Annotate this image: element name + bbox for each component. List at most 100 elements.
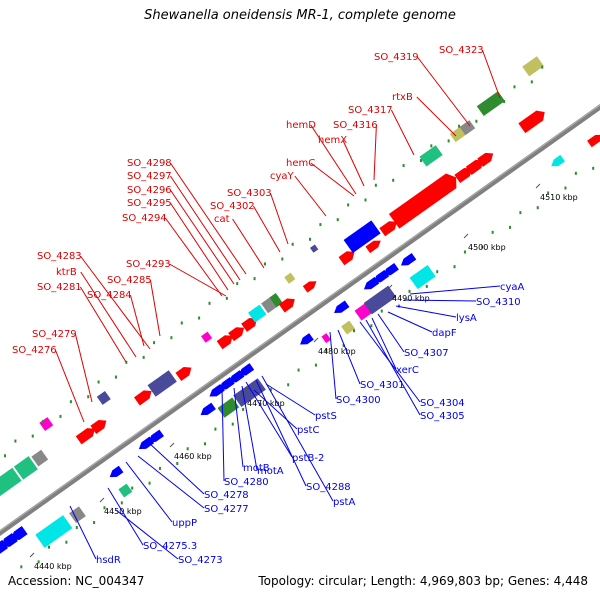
gene-label-so_4276: SO_4276 — [12, 345, 57, 356]
track-dot — [69, 400, 72, 404]
gene-reverse-2 — [11, 526, 28, 540]
track-dot — [447, 139, 450, 143]
scale-tick — [99, 497, 105, 503]
leader-line — [365, 319, 421, 416]
leader-line — [169, 175, 241, 281]
gene-forward-23 — [365, 240, 381, 254]
gene-label-so_4319: SO_4319 — [374, 52, 419, 63]
track-dot — [170, 336, 173, 340]
track-dot — [97, 380, 100, 384]
gene-label-so_4298: SO_4298 — [127, 158, 172, 169]
gene-label-so_4294: SO_4294 — [122, 213, 167, 224]
gene-forward-13 — [241, 317, 258, 332]
gene-forward-10 — [201, 331, 213, 343]
track-dot — [503, 100, 506, 104]
track-dot — [370, 324, 373, 328]
scale-tick — [463, 233, 469, 239]
leader-line — [233, 387, 244, 468]
track-dot — [481, 245, 484, 249]
gene-forward-14 — [248, 304, 267, 323]
track-dot — [574, 171, 577, 175]
gene-label-hemd: hemD — [286, 120, 316, 131]
leader-line — [310, 124, 357, 195]
gene-reverse-27 — [551, 154, 565, 167]
gene-forward-33 — [518, 110, 545, 134]
gene-forward-1 — [13, 456, 38, 480]
leader-line — [147, 441, 205, 495]
gene-label-hsdr: hsdR — [96, 555, 121, 566]
track-dot — [291, 242, 294, 246]
gene-reverse-6 — [109, 465, 124, 478]
gene-reverse-25 — [409, 265, 436, 290]
gene-label-dapf: dapF — [432, 328, 457, 339]
gene-label-psta: pstA — [333, 497, 355, 508]
track-dot — [120, 501, 123, 505]
track-dot — [314, 363, 317, 367]
leader-line — [252, 205, 281, 253]
leader-line — [245, 381, 293, 458]
leader-line — [373, 124, 377, 181]
gene-label-so_4304: SO_4304 — [420, 398, 465, 409]
gene-forward-12 — [228, 327, 245, 342]
gene-label-so_4307: SO_4307 — [404, 348, 449, 359]
gene-label-so_4316: SO_4316 — [333, 120, 378, 131]
gene-label-so_4317: SO_4317 — [348, 105, 393, 116]
track-dot — [125, 360, 128, 364]
gene-label-cat: cat — [214, 214, 230, 225]
gene-forward-22 — [343, 220, 381, 254]
leader-line — [261, 375, 334, 502]
leader-line — [255, 379, 307, 487]
track-dot — [408, 289, 411, 293]
gene-forward-7 — [134, 390, 152, 406]
track-dot — [297, 368, 300, 372]
gene-forward-0 — [0, 467, 22, 497]
track-dot — [463, 250, 466, 254]
track-dot — [225, 296, 228, 300]
track-dot — [592, 166, 595, 170]
gene-reverse-4 — [69, 506, 86, 524]
leader-line — [125, 461, 173, 523]
track-dot — [364, 198, 367, 202]
gene-forward-3 — [39, 417, 54, 432]
track-dot — [458, 124, 461, 128]
scale-tick — [313, 337, 319, 343]
track-dot — [485, 105, 488, 109]
gene-forward-17 — [278, 298, 295, 313]
gene-reverse-24 — [383, 262, 399, 276]
leader-line — [54, 349, 85, 423]
track-dot — [342, 343, 345, 347]
gene-label-so_4275.3: SO_4275.3 — [143, 541, 197, 552]
gene-label-so_4281: SO_4281 — [37, 282, 82, 293]
gene-reverse-16 — [300, 333, 314, 345]
track-dot — [281, 257, 284, 261]
gene-label-so_4280: SO_4280 — [224, 477, 269, 488]
leader-line — [409, 285, 501, 295]
gene-reverse-17 — [321, 333, 331, 344]
leader-line — [149, 279, 161, 337]
track-dot — [325, 348, 328, 352]
gene-reverse-5 — [118, 483, 133, 498]
gene-label-hemc: hemC — [286, 158, 315, 169]
map-title: Shewanella oneidensis MR-1, complete gen… — [144, 8, 456, 23]
gene-reverse-18 — [341, 320, 356, 335]
gene-forward-27 — [465, 159, 484, 175]
leader-line — [387, 311, 433, 333]
track-dot — [564, 186, 567, 190]
leader-line — [169, 263, 227, 297]
track-dot — [4, 454, 7, 458]
leader-line — [129, 294, 145, 347]
track-dot — [380, 309, 383, 313]
gene-forward-8 — [147, 370, 177, 397]
track-dot — [547, 191, 550, 195]
gene-reverse-15 — [238, 363, 255, 376]
gene-reverse-11 — [233, 378, 266, 407]
track-dot — [263, 262, 266, 266]
leader-line — [169, 189, 235, 285]
leader-line — [294, 175, 327, 217]
track-dot — [519, 211, 522, 215]
leader-line — [371, 317, 397, 370]
leader-line — [417, 56, 471, 127]
gene-label-motb: motB — [243, 463, 270, 474]
leader-line — [342, 139, 365, 187]
gene-forward-31 — [459, 120, 476, 136]
